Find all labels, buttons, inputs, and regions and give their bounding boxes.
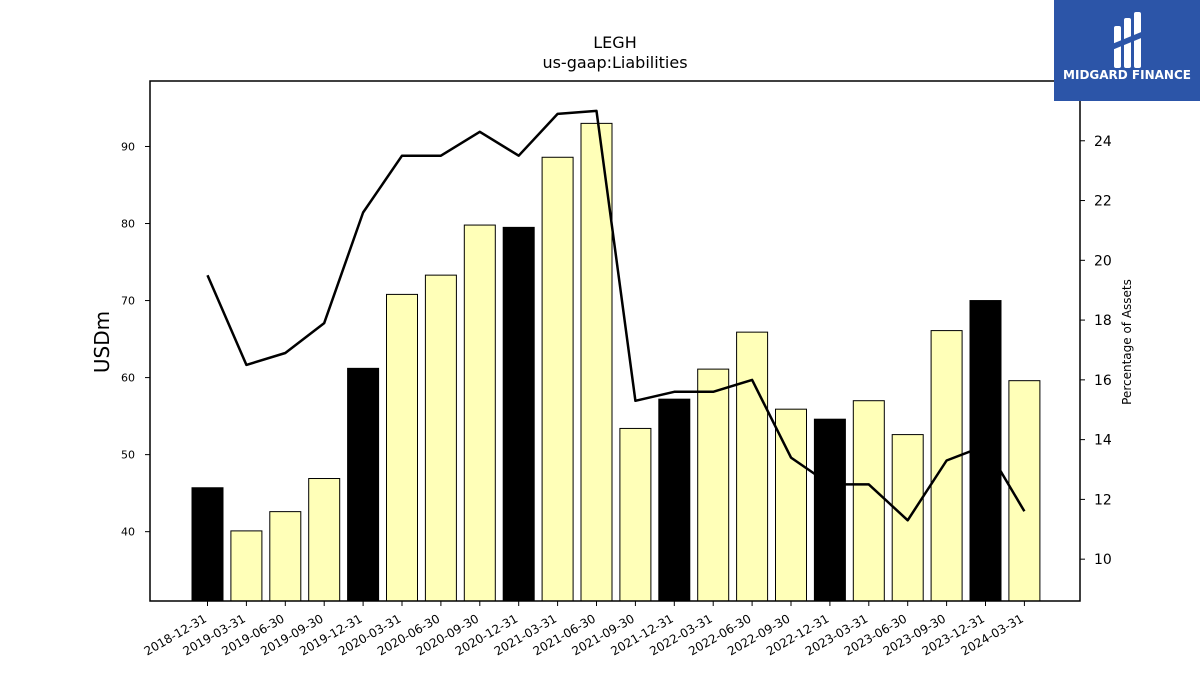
y-tick-label: 50 — [121, 449, 135, 462]
y-tick-label: 70 — [121, 295, 135, 308]
bar-2020-09-30 — [463, 224, 496, 602]
y2-axis-label: Percentage of Assets — [1120, 279, 1134, 405]
chart-subtitle: us-gaap:Liabilities — [542, 53, 687, 72]
bar-2019-09-30 — [308, 478, 341, 602]
plot-frame — [149, 80, 1081, 602]
y2-tick-label: 10 — [1094, 552, 1112, 568]
logo-mark-icon — [1112, 12, 1146, 68]
bar-2022-12-31 — [813, 418, 846, 602]
bar-2023-03-31 — [852, 400, 885, 602]
logo: MIDGARD FINANCE — [1054, 0, 1200, 101]
x-axis: 2018-12-312019-03-312019-06-302019-09-30… — [142, 601, 1026, 658]
y2-tick-label: 16 — [1094, 373, 1112, 389]
bar-2023-06-30 — [891, 434, 924, 602]
bar-2021-06-30 — [580, 122, 613, 602]
y2-tick-label: 24 — [1094, 134, 1112, 150]
bar-2022-03-31 — [697, 368, 730, 602]
y-tick-label: 40 — [121, 526, 135, 539]
bars — [191, 122, 1041, 602]
bar-2021-03-31 — [541, 156, 574, 602]
bar-2023-09-30 — [930, 330, 963, 602]
y-tick-label: 90 — [121, 140, 135, 153]
left-axis: 40 50 60 70 80 90 — [121, 140, 150, 539]
bar-2019-03-31 — [230, 530, 263, 602]
bar-2020-12-31 — [502, 226, 535, 602]
y2-tick-label: 20 — [1094, 253, 1112, 269]
bar-2021-09-30 — [619, 427, 652, 602]
bar-2024-03-31 — [1008, 380, 1041, 602]
y2-tick-label: 12 — [1094, 492, 1112, 508]
y-axis-label: USDm — [90, 311, 114, 373]
bar-2019-06-30 — [269, 511, 302, 602]
y-tick-label: 60 — [121, 372, 135, 385]
line-series — [206, 109, 1026, 522]
bar-2022-09-30 — [775, 408, 807, 602]
percentage-line — [206, 109, 1026, 522]
bar-2022-06-30 — [736, 331, 769, 602]
bar-2018-12-31 — [191, 487, 224, 602]
y2-tick-label: 18 — [1094, 313, 1112, 329]
logo-text: MIDGARD FINANCE — [1063, 68, 1191, 82]
y2-tick-label: 22 — [1094, 194, 1112, 210]
y2-tick-label: 14 — [1094, 433, 1112, 449]
y-tick-label: 80 — [121, 218, 135, 231]
chart-title: LEGH — [593, 33, 636, 52]
bar-2019-12-31 — [347, 367, 380, 602]
right-axis: 10 12 14 16 18 20 22 24 — [1080, 134, 1112, 568]
bar-2021-12-31 — [658, 398, 691, 602]
bar-2020-06-30 — [424, 274, 457, 602]
bar-2020-03-31 — [386, 293, 418, 602]
